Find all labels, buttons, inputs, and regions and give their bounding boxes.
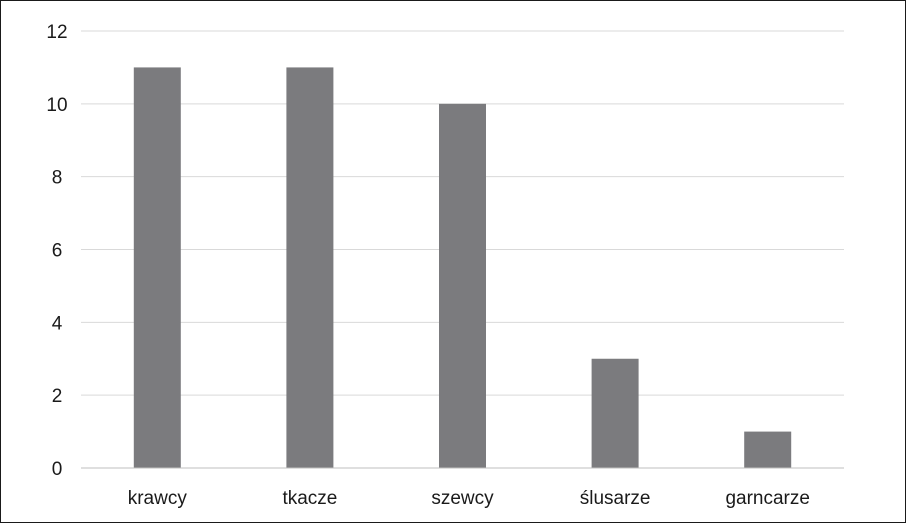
y-tick-label: 4 [52,313,63,334]
y-tick-label: 6 [52,241,63,262]
x-tick-label: krawcy [128,488,188,509]
x-tick-label: szewcy [431,488,494,509]
y-tick-label: 2 [52,386,63,407]
y-tick-label: 0 [52,459,63,480]
x-tick-label: tkacze [282,488,337,509]
y-tick-labels: 0 2 4 6 8 10 12 [46,22,67,480]
bar-4 [744,431,792,468]
bars [133,67,792,469]
x-tick-label: garncarze [725,488,810,509]
x-tick-labels: krawcy tkacze szewcy ślusarze garncarze [128,488,810,509]
bar-3 [591,358,639,468]
x-tick-label: ślusarze [580,488,651,509]
y-tick-label: 8 [52,168,63,189]
y-tick-label: 10 [46,95,67,116]
y-tick-label: 12 [46,22,67,43]
bar-0 [133,67,181,469]
bar-1 [286,67,334,469]
bar-2 [439,103,486,468]
